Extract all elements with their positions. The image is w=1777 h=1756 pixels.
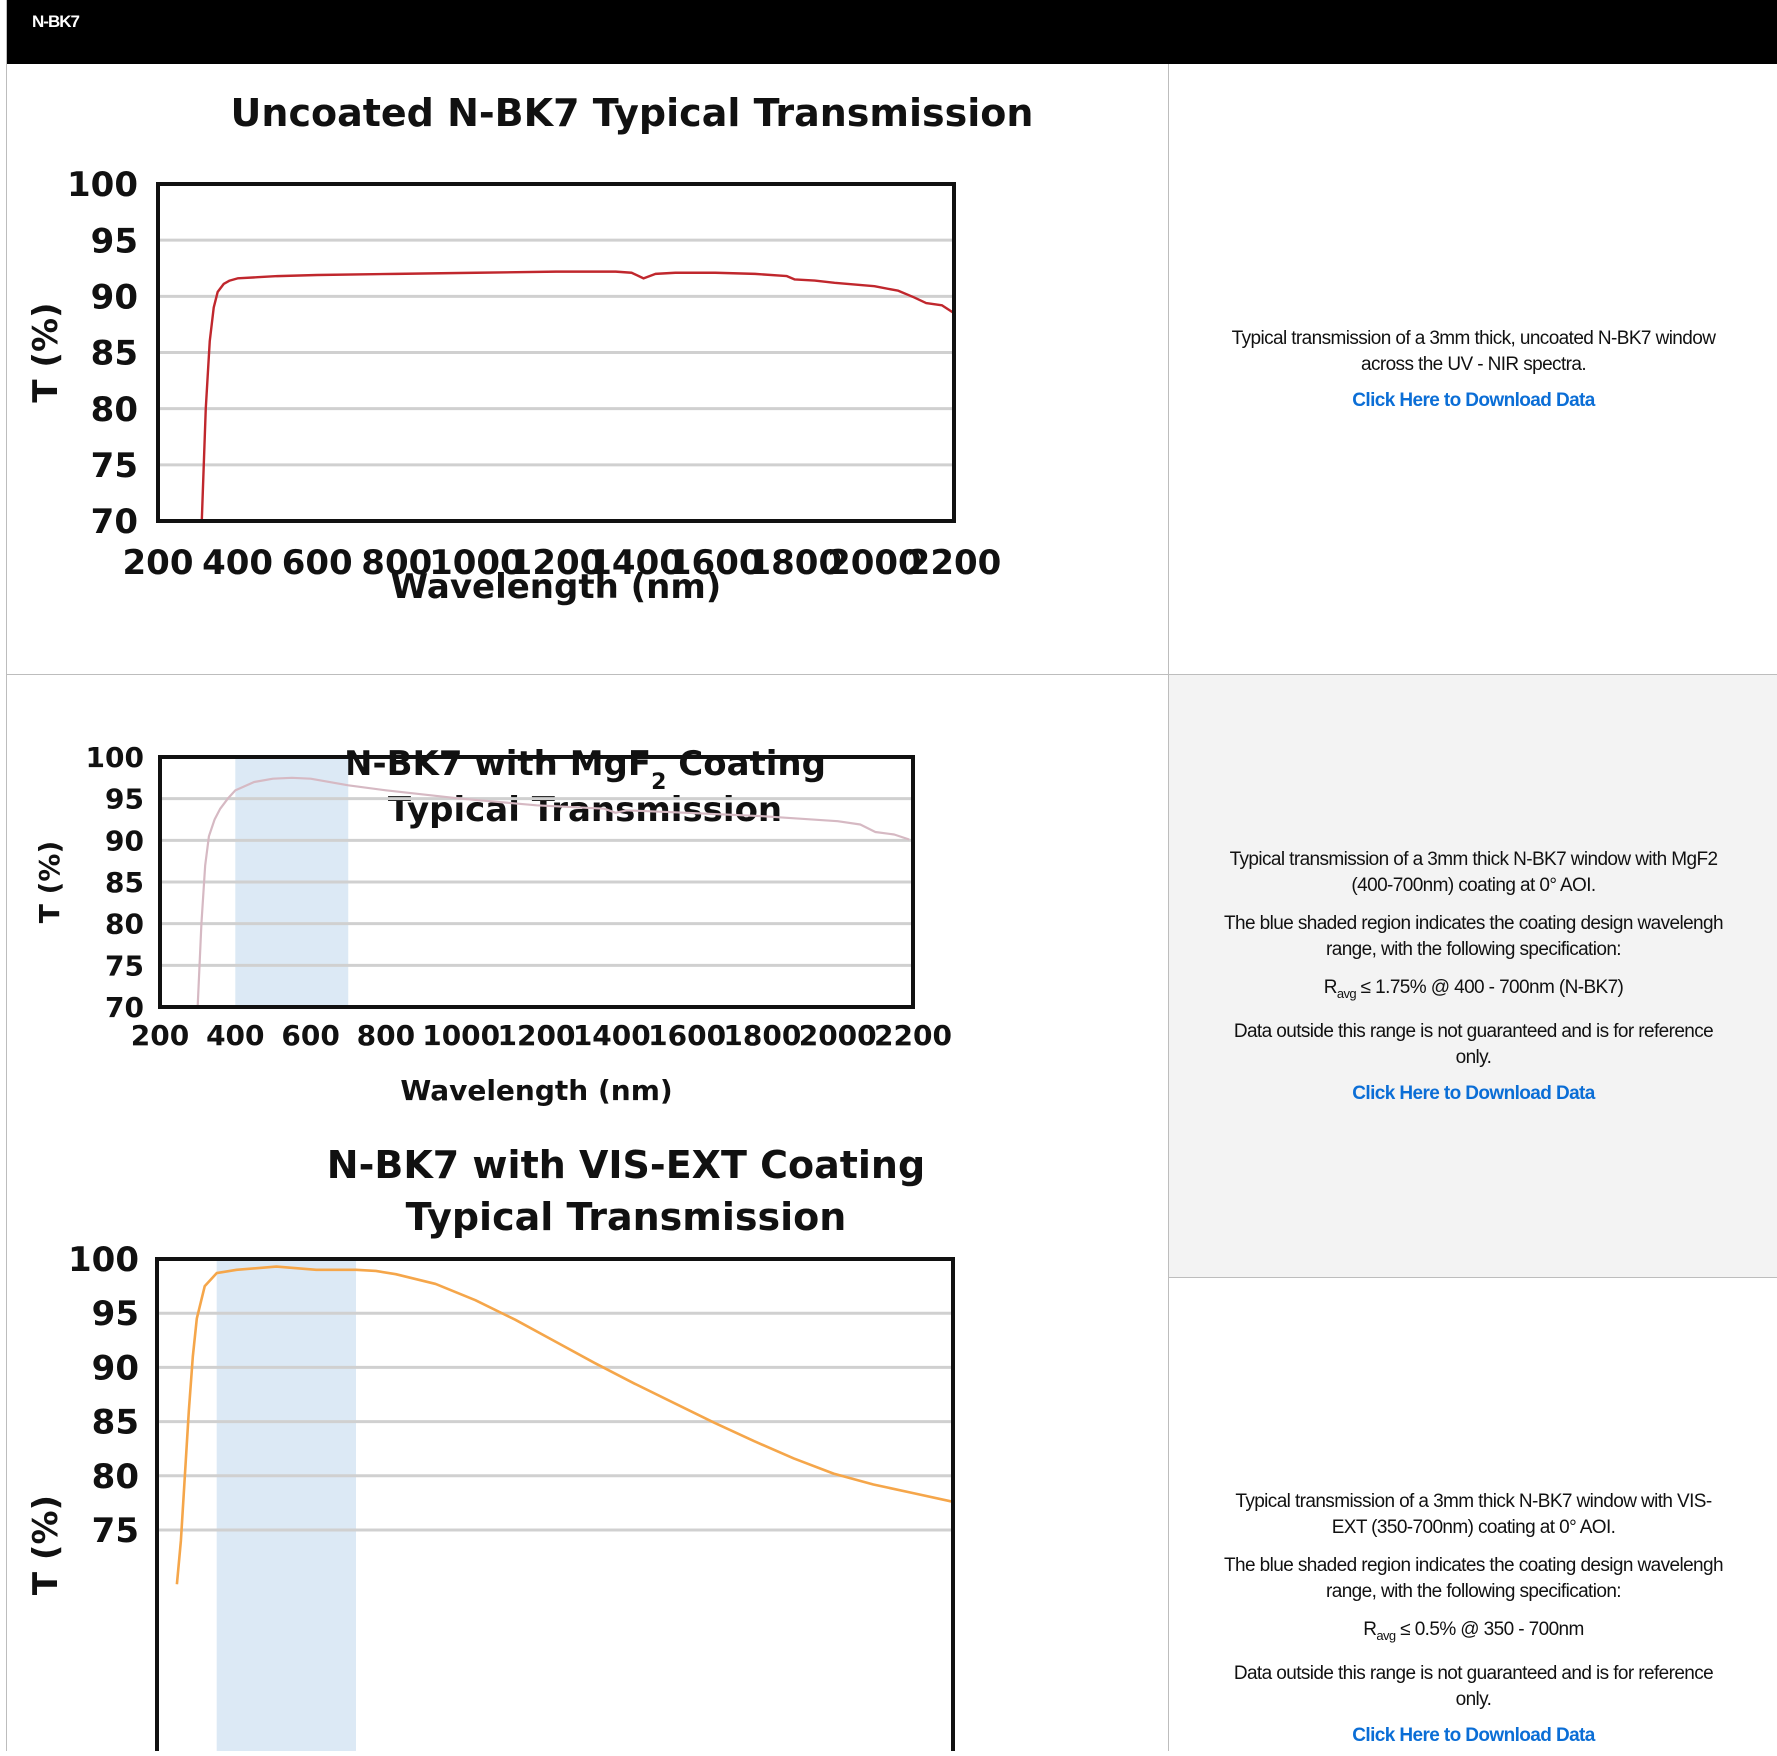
x-tick-label: 200 [123, 543, 194, 583]
disclaimer-text: Data outside this range is not guarantee… [1224, 1661, 1724, 1713]
y-tick-label: 90 [92, 1348, 139, 1388]
coating-range-shade [217, 1259, 356, 1751]
y-tick-label: 100 [67, 165, 138, 205]
y-tick-label: 100 [86, 741, 144, 774]
y-tick-label: 80 [92, 1457, 139, 1497]
x-tick-label: 1000 [422, 1019, 500, 1052]
x-tick-label: 200 [131, 1019, 189, 1052]
spec-row-visext: N-BK7 with VIS-EXT Coating Typical Trans… [7, 1130, 1777, 1751]
y-tick-label: 75 [105, 949, 144, 982]
x-tick-label: 600 [281, 1019, 339, 1052]
x-tick-label: 1200 [498, 1019, 576, 1052]
chart-uncoated: Uncoated N-BK7 Typical Transmission 70 75… [7, 64, 1168, 674]
y-tick-label: 85 [92, 1403, 139, 1443]
x-tick-label: 400 [206, 1019, 264, 1052]
x-tick-label: 2000 [799, 1019, 877, 1052]
y-tick-label: 90 [105, 824, 144, 857]
x-tick-label: 1800 [723, 1019, 801, 1052]
description-cell: Typical transmission of a 3mm thick, unc… [1169, 64, 1777, 674]
description-text: The blue shaded region indicates the coa… [1224, 1553, 1724, 1605]
y-tick-label: 95 [92, 1294, 139, 1334]
chart-title: Uncoated N-BK7 Typical Transmission [231, 91, 1034, 135]
download-data-link[interactable]: Click Here to Download Data [1352, 390, 1594, 412]
page-title: N-BK7 [32, 12, 79, 32]
x-tick-label: 2200 [874, 1019, 952, 1052]
spec-row-uncoated: Uncoated N-BK7 Typical Transmission 70 75… [7, 64, 1777, 675]
y-tick-label: 80 [105, 908, 144, 941]
download-data-link[interactable]: Click Here to Download Data [1352, 1083, 1594, 1105]
chart-cell: Uncoated N-BK7 Typical Transmission 70 75… [7, 64, 1169, 674]
y-tick-label: 100 [68, 1240, 139, 1280]
spec-text: Ravg ≤ 1.75% @ 400 - 700nm (N-BK7) [1224, 975, 1724, 1007]
page: N-BK7 Uncoated N-BK7 Typical Transmissio… [6, 0, 1777, 1751]
x-tick-label: 600 [282, 543, 353, 583]
x-tick-label: 2200 [907, 543, 1002, 583]
download-data-link[interactable]: Click Here to Download Data [1352, 1725, 1594, 1747]
y-tick-label: 95 [105, 783, 144, 816]
y-tick-label: 70 [91, 502, 138, 542]
y-tick-label: 90 [91, 278, 138, 318]
x-tick-label: 400 [202, 543, 273, 583]
chart-visext: N-BK7 with VIS-EXT Coating Typical Trans… [7, 1130, 1168, 1751]
x-tick-label: 800 [357, 1019, 415, 1052]
y-axis-label: T (%) [26, 1495, 66, 1595]
y-tick-label: 75 [91, 446, 138, 486]
x-axis-label: Wavelength (nm) [400, 1074, 672, 1107]
chart-title-line2: Typical Transmission [406, 1195, 847, 1239]
y-tick-label: 75 [92, 1511, 139, 1551]
y-tick-label: 85 [91, 334, 138, 374]
description-text: Typical transmission of a 3mm thick N-BK… [1224, 847, 1724, 899]
x-tick-label: 1600 [648, 1019, 726, 1052]
y-tick-label: 95 [91, 221, 138, 261]
y-axis-label: T (%) [26, 302, 66, 402]
description-cell: Typical transmission of a 3mm thick N-BK… [1169, 1130, 1777, 1751]
description-text: Typical transmission of a 3mm thick N-BK… [1224, 1489, 1724, 1541]
description-text: Typical transmission of a 3mm thick, unc… [1224, 326, 1724, 378]
series-line [202, 272, 954, 521]
y-tick-label: 85 [105, 866, 144, 899]
y-tick-label: 80 [91, 390, 138, 430]
chart-title: N-BK7 with VIS-EXT Coating [327, 1143, 925, 1187]
header-bar: N-BK7 [7, 0, 1777, 64]
chart-title: N-BK7 with MgF2 Coating [344, 744, 826, 795]
x-tick-label: 1400 [573, 1019, 651, 1052]
x-axis-label: Wavelength (nm) [391, 567, 722, 607]
spec-text: Ravg ≤ 0.5% @ 350 - 700nm [1224, 1617, 1724, 1649]
chart-cell: N-BK7 with VIS-EXT Coating Typical Trans… [7, 1130, 1169, 1751]
description-text: The blue shaded region indicates the coa… [1224, 911, 1724, 963]
disclaimer-text: Data outside this range is not guarantee… [1224, 1019, 1724, 1071]
y-axis-label: T (%) [33, 841, 66, 924]
